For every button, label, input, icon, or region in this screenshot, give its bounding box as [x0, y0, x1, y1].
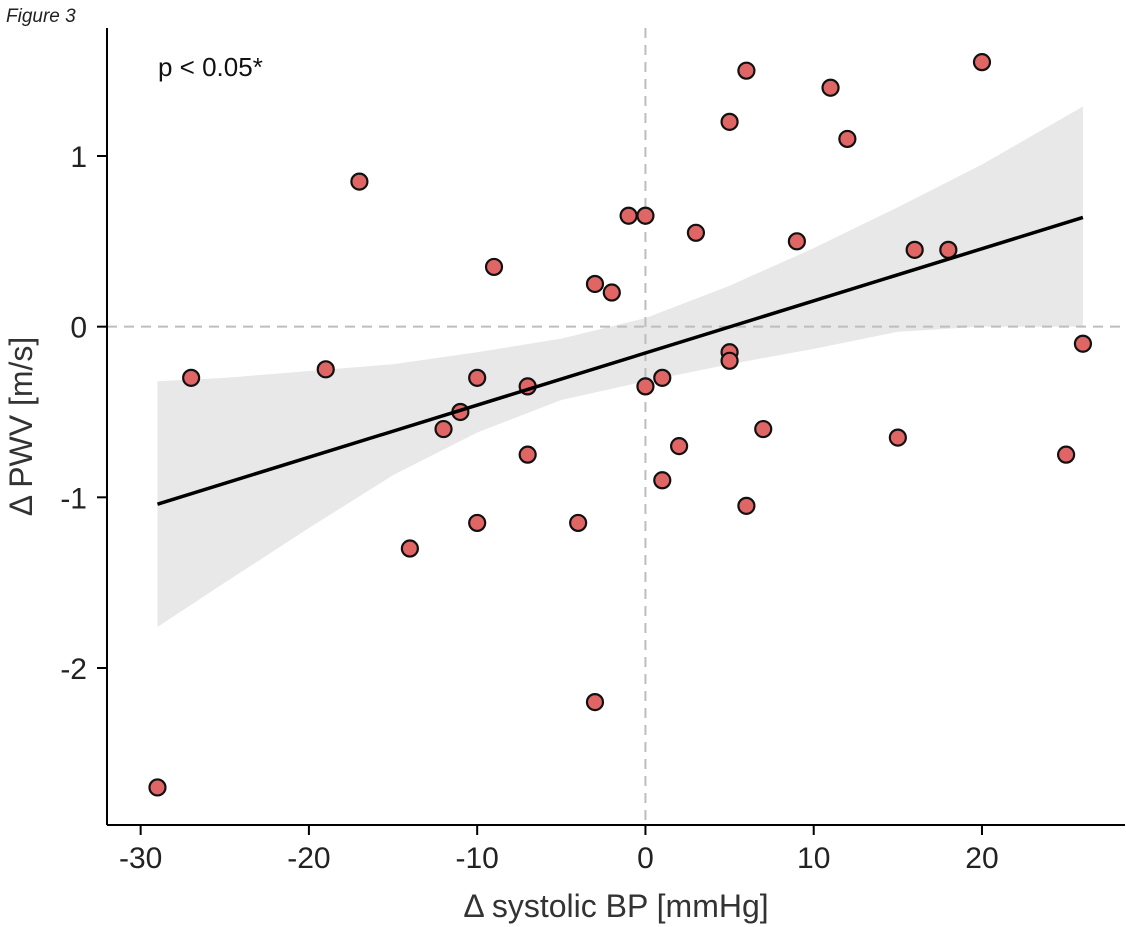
x-axis-title: Δ systolic BP [mmHg] — [463, 888, 768, 924]
x-tick-label: -20 — [287, 842, 330, 875]
data-point-10 — [484, 257, 504, 277]
data-point-38 — [1073, 334, 1093, 353]
data-point-37 — [1057, 445, 1076, 464]
data-point-22 — [669, 437, 689, 456]
data-point-35 — [939, 240, 958, 259]
x-tick-label: 0 — [637, 842, 654, 875]
data-point-13 — [569, 513, 588, 533]
figure-caption: Figure 3 — [6, 6, 76, 27]
data-point-31 — [821, 78, 840, 97]
data-point-9 — [468, 513, 487, 533]
y-tick-label: 0 — [70, 312, 87, 345]
data-point-27 — [737, 61, 756, 80]
data-point-16 — [602, 283, 621, 302]
data-point-36 — [972, 53, 992, 72]
axes: -30 -20 -10 0 10 20-2-101 — [60, 28, 1125, 875]
y-tick-label: -1 — [60, 482, 87, 515]
data-point-5 — [400, 539, 419, 558]
data-points — [148, 53, 1093, 797]
y-tick-label: -2 — [60, 653, 87, 686]
data-point-6 — [434, 419, 453, 439]
data-point-32 — [838, 129, 857, 149]
regression-line — [156, 215, 1084, 506]
data-point-4 — [350, 172, 369, 191]
y-tick-label: 1 — [70, 141, 87, 174]
x-tick-label: -10 — [456, 842, 499, 875]
x-tick-label: 10 — [797, 842, 830, 875]
data-point-15 — [585, 693, 605, 712]
confidence-band — [157, 106, 1083, 628]
data-point-21 — [653, 471, 672, 490]
data-point-12 — [518, 445, 537, 464]
data-point-29 — [754, 419, 773, 439]
data-point-20 — [653, 368, 672, 387]
data-point-24 — [720, 112, 739, 131]
data-point-26 — [720, 351, 739, 370]
confidence-band-layer — [157, 106, 1083, 628]
data-point-3 — [316, 360, 335, 379]
data-point-8 — [468, 368, 487, 387]
x-tick-label: 20 — [965, 842, 998, 875]
reference-lines — [107, 28, 1125, 825]
data-point-17 — [619, 206, 638, 225]
regression-layer — [156, 215, 1084, 506]
data-point-18 — [636, 206, 655, 225]
data-point-19 — [636, 377, 655, 396]
data-point-14 — [585, 274, 605, 294]
data-point-30 — [787, 232, 806, 251]
x-tick-label: -30 — [119, 842, 162, 875]
data-point-2 — [182, 368, 201, 387]
y-axis-title: Δ PWV [m/s] — [3, 337, 39, 517]
data-point-34 — [905, 240, 924, 259]
data-point-33 — [888, 428, 907, 447]
data-point-1 — [148, 778, 167, 797]
data-point-23 — [686, 223, 706, 242]
data-point-28 — [737, 496, 756, 515]
p-value-annotation: p < 0.05* — [158, 52, 263, 82]
